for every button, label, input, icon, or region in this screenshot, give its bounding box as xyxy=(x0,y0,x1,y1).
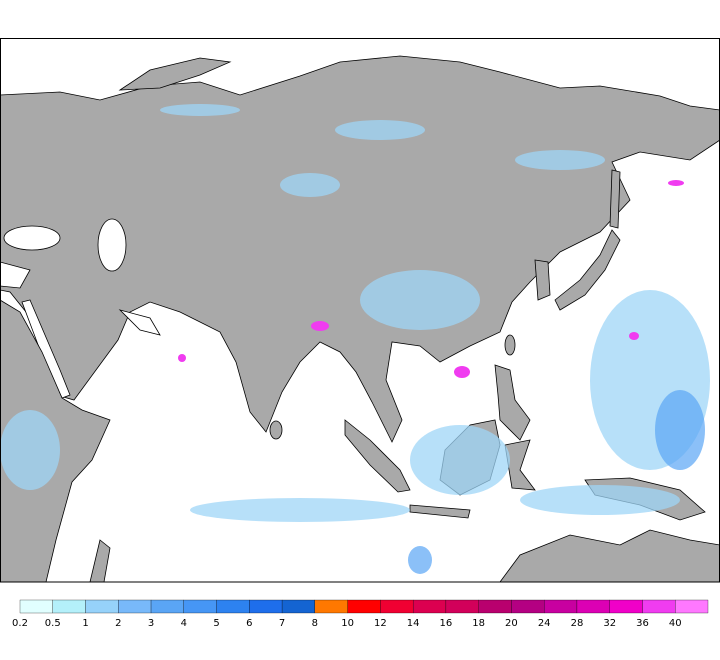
legend-label: 18 xyxy=(472,618,485,629)
sakhalin xyxy=(609,169,621,229)
legend-swatch xyxy=(52,599,86,614)
caspian-sea xyxy=(97,218,127,272)
precip-area xyxy=(280,173,340,197)
precip-area xyxy=(408,546,432,574)
legend-label: 24 xyxy=(538,618,551,629)
sri-lanka xyxy=(269,420,283,440)
legend-swatch xyxy=(183,599,217,614)
legend-label: 8 xyxy=(312,618,318,629)
precip-area xyxy=(515,150,605,170)
legend-label: 1 xyxy=(82,618,88,629)
legend-swatch xyxy=(642,599,676,614)
legend-label: 10 xyxy=(341,618,354,629)
legend-swatch xyxy=(347,599,381,614)
precip-area xyxy=(520,485,680,515)
legend-label: 3 xyxy=(148,618,154,629)
heavy-precip xyxy=(178,354,186,362)
legend-swatch xyxy=(412,599,447,614)
precip-area xyxy=(0,410,60,490)
sulawesi xyxy=(504,439,536,491)
precip-area xyxy=(335,120,425,140)
legend-label: 4 xyxy=(181,618,187,629)
legend-swatch xyxy=(281,599,316,614)
legend-label: 2 xyxy=(115,618,121,629)
legend-swatch xyxy=(478,599,512,614)
mediterranean xyxy=(0,261,31,289)
legend-label: 36 xyxy=(636,618,649,629)
legend-swatch xyxy=(249,599,283,614)
legend-label: 16 xyxy=(440,618,453,629)
legend-swatch xyxy=(314,599,348,614)
legend-swatch xyxy=(675,599,709,614)
heavy-precip xyxy=(454,366,470,378)
korea xyxy=(534,259,551,301)
legend-swatch xyxy=(150,599,184,614)
legend-label: 20 xyxy=(505,618,518,629)
legend-label: 14 xyxy=(407,618,420,629)
legend-swatch xyxy=(380,599,414,614)
precip-area xyxy=(410,425,510,495)
taiwan xyxy=(504,334,516,356)
map xyxy=(0,38,720,583)
precip-area xyxy=(190,498,410,522)
color-legend: 0.2 0.5 1 2 3 4 5 6 7 8 10 12 14 16 18 20 24 28 32 36 40 xyxy=(12,599,709,629)
australia xyxy=(499,529,720,583)
legend-swatch xyxy=(118,599,152,614)
sumatra xyxy=(344,419,411,493)
legend-swatch xyxy=(576,599,610,614)
legend-swatch xyxy=(216,599,250,614)
java xyxy=(409,504,471,519)
legend-swatch xyxy=(544,599,578,614)
novaya-zemlya xyxy=(118,57,232,91)
philippines xyxy=(494,364,531,441)
legend-swatch xyxy=(609,599,643,614)
heavy-precip xyxy=(311,321,329,331)
heavy-precip xyxy=(668,180,684,186)
legend-label: 5 xyxy=(213,618,219,629)
black-sea xyxy=(3,225,61,251)
legend-label: 6 xyxy=(246,618,252,629)
legend-label: 0.2 xyxy=(12,618,28,629)
persian-gulf xyxy=(118,309,161,336)
japan xyxy=(554,229,621,311)
precipitation xyxy=(0,104,710,574)
legend-swatch xyxy=(19,599,53,614)
precip-area xyxy=(360,270,480,330)
precip-area xyxy=(160,104,240,116)
precip-area xyxy=(655,390,705,470)
legend-label: 7 xyxy=(279,618,285,629)
heavy-precip xyxy=(629,332,639,340)
legend-label: 0.5 xyxy=(45,618,61,629)
legend-swatch xyxy=(445,599,479,614)
legend-label: 28 xyxy=(571,618,584,629)
legend-label: 40 xyxy=(669,618,682,629)
legend-swatch xyxy=(511,599,545,614)
legend-swatch xyxy=(85,599,119,614)
legend-label: 12 xyxy=(374,618,387,629)
legend-label: 32 xyxy=(603,618,616,629)
